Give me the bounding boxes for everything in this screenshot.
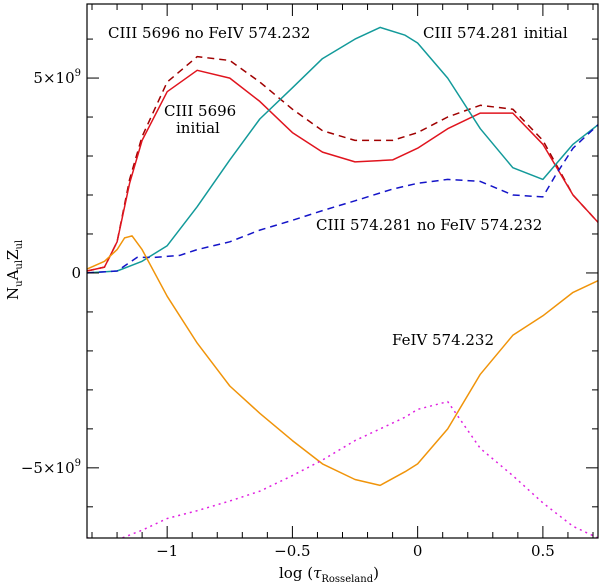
annotation-ciii-5696-no-feiv: CIII 5696 no FeIV 574.232: [108, 24, 310, 42]
series-line-ciii-574-281-no-feiv-574-232: [87, 124, 598, 274]
annotation-ciii-5696-initial-line1: CIII 5696: [164, 102, 236, 120]
series-line-dotted-5: [87, 400, 598, 538]
series-layer: [87, 26, 598, 538]
series-line-ciii-5696-no-feiv-574-232: [87, 55, 598, 272]
series-line-feiv-574-232: [87, 235, 598, 487]
x-tick-label: 0: [413, 542, 423, 560]
x-tick-label: −0.5: [274, 542, 310, 560]
annotation-ciii-574-initial: CIII 574.281 initial: [423, 24, 568, 42]
y-tick-label: 5×109: [33, 68, 81, 87]
tick-layer: −1 −0.5 0 0.5 5×109 0 −5×109: [21, 4, 598, 560]
x-tick-label: −1: [156, 542, 178, 560]
x-axis-label: log (τRosseland): [279, 564, 379, 582]
annotation-ciii-5696-initial-line2: initial: [176, 119, 220, 137]
annotation-feiv-574: FeIV 574.232: [392, 331, 494, 349]
series-line-ciii-5696-initial: [87, 69, 598, 272]
series-line-ciii-574-281-initial: [87, 26, 598, 274]
y-axis-label: NuAulZul: [4, 240, 25, 300]
x-tick-label: 0.5: [531, 542, 555, 560]
y-tick-label: −5×109: [21, 458, 81, 477]
y-tick-label: 0: [71, 264, 81, 282]
annotation-ciii-574-no-feiv: CIII 574.281 no FeIV 574.232: [316, 216, 542, 234]
